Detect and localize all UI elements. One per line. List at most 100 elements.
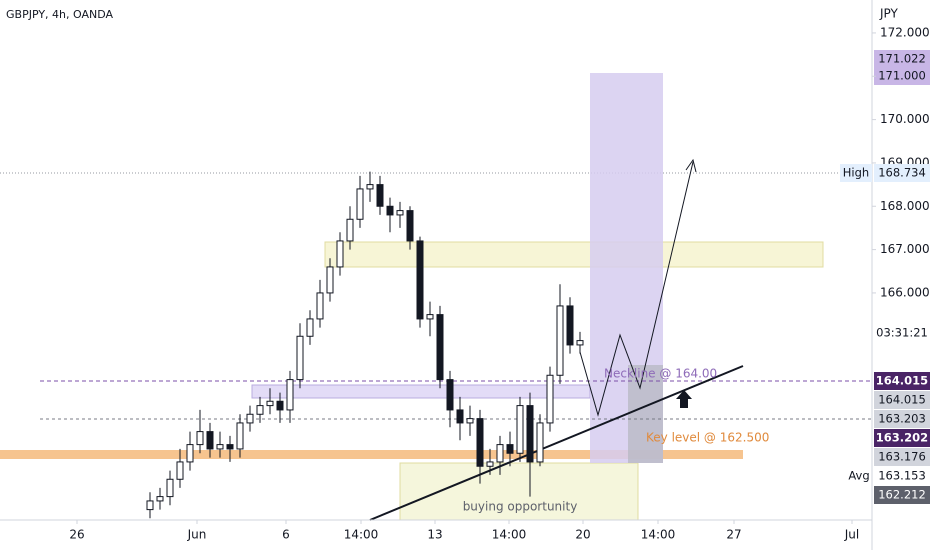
y-tick-label: 168.000 — [880, 199, 930, 213]
badge-bg — [874, 486, 930, 504]
zone-box — [251, 384, 591, 399]
candle-body — [566, 305, 574, 346]
candle-body — [486, 461, 494, 467]
candle-body — [156, 496, 164, 502]
candle-body — [466, 418, 474, 424]
candle-body — [266, 400, 274, 407]
badge-bg — [874, 164, 930, 182]
x-tick-label: 27 — [726, 528, 741, 542]
candle-body — [146, 500, 154, 511]
price-label: 162.212 — [878, 488, 926, 502]
candle-body — [236, 422, 244, 450]
badge-bg — [874, 448, 930, 466]
candle-body — [176, 461, 184, 480]
price-label: 168.734 — [878, 166, 926, 180]
x-tick-label: 14:00 — [492, 528, 527, 542]
candle-body — [326, 266, 334, 294]
x-tick-label: Jul — [844, 528, 859, 542]
badge-bg — [874, 50, 930, 68]
candle-body — [296, 335, 304, 381]
candle-body — [206, 431, 214, 450]
candle-body — [256, 405, 264, 415]
candle-body — [406, 210, 414, 242]
badge-bg — [874, 391, 930, 409]
candle-body — [356, 188, 364, 220]
candle-body — [306, 318, 314, 337]
candle-body — [366, 184, 374, 190]
candle-body — [196, 431, 204, 446]
annotation: Neckline @ 164.00 — [604, 367, 717, 381]
candle-body — [446, 379, 454, 411]
candle-body — [436, 314, 444, 381]
y-tick-label: 166.000 — [880, 285, 930, 299]
candle-body — [506, 444, 514, 454]
price-label: 164.015 — [878, 393, 926, 407]
arrow-head — [685, 158, 697, 173]
x-tick-label: 20 — [575, 528, 590, 542]
currency-label: JPY — [879, 7, 899, 21]
x-tick-label: 26 — [69, 528, 84, 542]
key-level-band — [0, 450, 743, 459]
badge-bg — [874, 67, 930, 85]
trendline — [369, 365, 744, 521]
candle-body — [426, 314, 434, 320]
countdown: 03:31:21 — [876, 326, 928, 340]
candle-body — [276, 400, 284, 411]
candle-body — [516, 405, 524, 454]
price-tag: High — [843, 166, 869, 180]
annotation: Key level @ 162.500 — [646, 431, 769, 445]
price-label: 163.202 — [876, 431, 928, 445]
candle-body — [556, 305, 564, 376]
price-labels: 171.022 171.000 High 168.734 03:31:21 16… — [840, 50, 930, 504]
x-tick-label: 14:00 — [641, 528, 676, 542]
candle-body — [186, 444, 194, 463]
x-tick-label: 6 — [282, 528, 290, 542]
candle-body — [396, 210, 404, 216]
y-tick-label: 170.000 — [880, 112, 930, 126]
price-tag: Avg — [848, 469, 869, 483]
drawings: Neckline @ 164.00 Key level @ 162.500 bu… — [0, 73, 872, 521]
candles — [146, 171, 584, 519]
price-label: 163.153 — [878, 469, 926, 483]
price-label: 164.015 — [876, 374, 928, 388]
up-arrow-icon — [676, 390, 692, 408]
candle-body — [386, 205, 394, 216]
candle-body — [246, 413, 254, 424]
candle-body — [316, 292, 324, 320]
candle-body — [576, 340, 584, 346]
badge-bg — [874, 324, 930, 342]
y-tick-label: 172.000 — [880, 25, 930, 39]
candle-body — [216, 444, 224, 450]
price-label: 163.176 — [878, 450, 926, 464]
candle-body — [286, 379, 294, 411]
candle-body — [536, 422, 544, 463]
zone-box — [324, 241, 824, 268]
candle-body — [336, 240, 344, 268]
candle-body — [416, 240, 424, 320]
candle-body — [496, 444, 504, 463]
badge-bg — [874, 372, 930, 390]
candle-body — [346, 218, 354, 242]
chart-title: GBPJPY, 4h, OANDA — [6, 8, 114, 21]
x-tick-label: 13 — [427, 528, 442, 542]
price-label: 163.203 — [878, 412, 926, 426]
x-tick-label: Jun — [187, 528, 207, 542]
x-tick-label: 14:00 — [344, 528, 379, 542]
badge-bg — [874, 410, 930, 428]
y-tick-label: 167.000 — [880, 242, 930, 256]
price-label: 171.022 — [878, 52, 926, 66]
badge-bg — [874, 429, 930, 447]
candle-body — [476, 418, 484, 467]
candle-body — [526, 405, 534, 463]
annotation: buying opportunity — [463, 500, 578, 514]
price-label: 171.000 — [878, 69, 926, 83]
candle-body — [376, 184, 384, 207]
badge-bg — [840, 164, 872, 182]
candle-body — [456, 409, 464, 424]
candle-body — [226, 444, 234, 450]
path-arrow — [579, 161, 694, 417]
candle-body — [546, 374, 554, 424]
candle-body — [166, 478, 174, 498]
